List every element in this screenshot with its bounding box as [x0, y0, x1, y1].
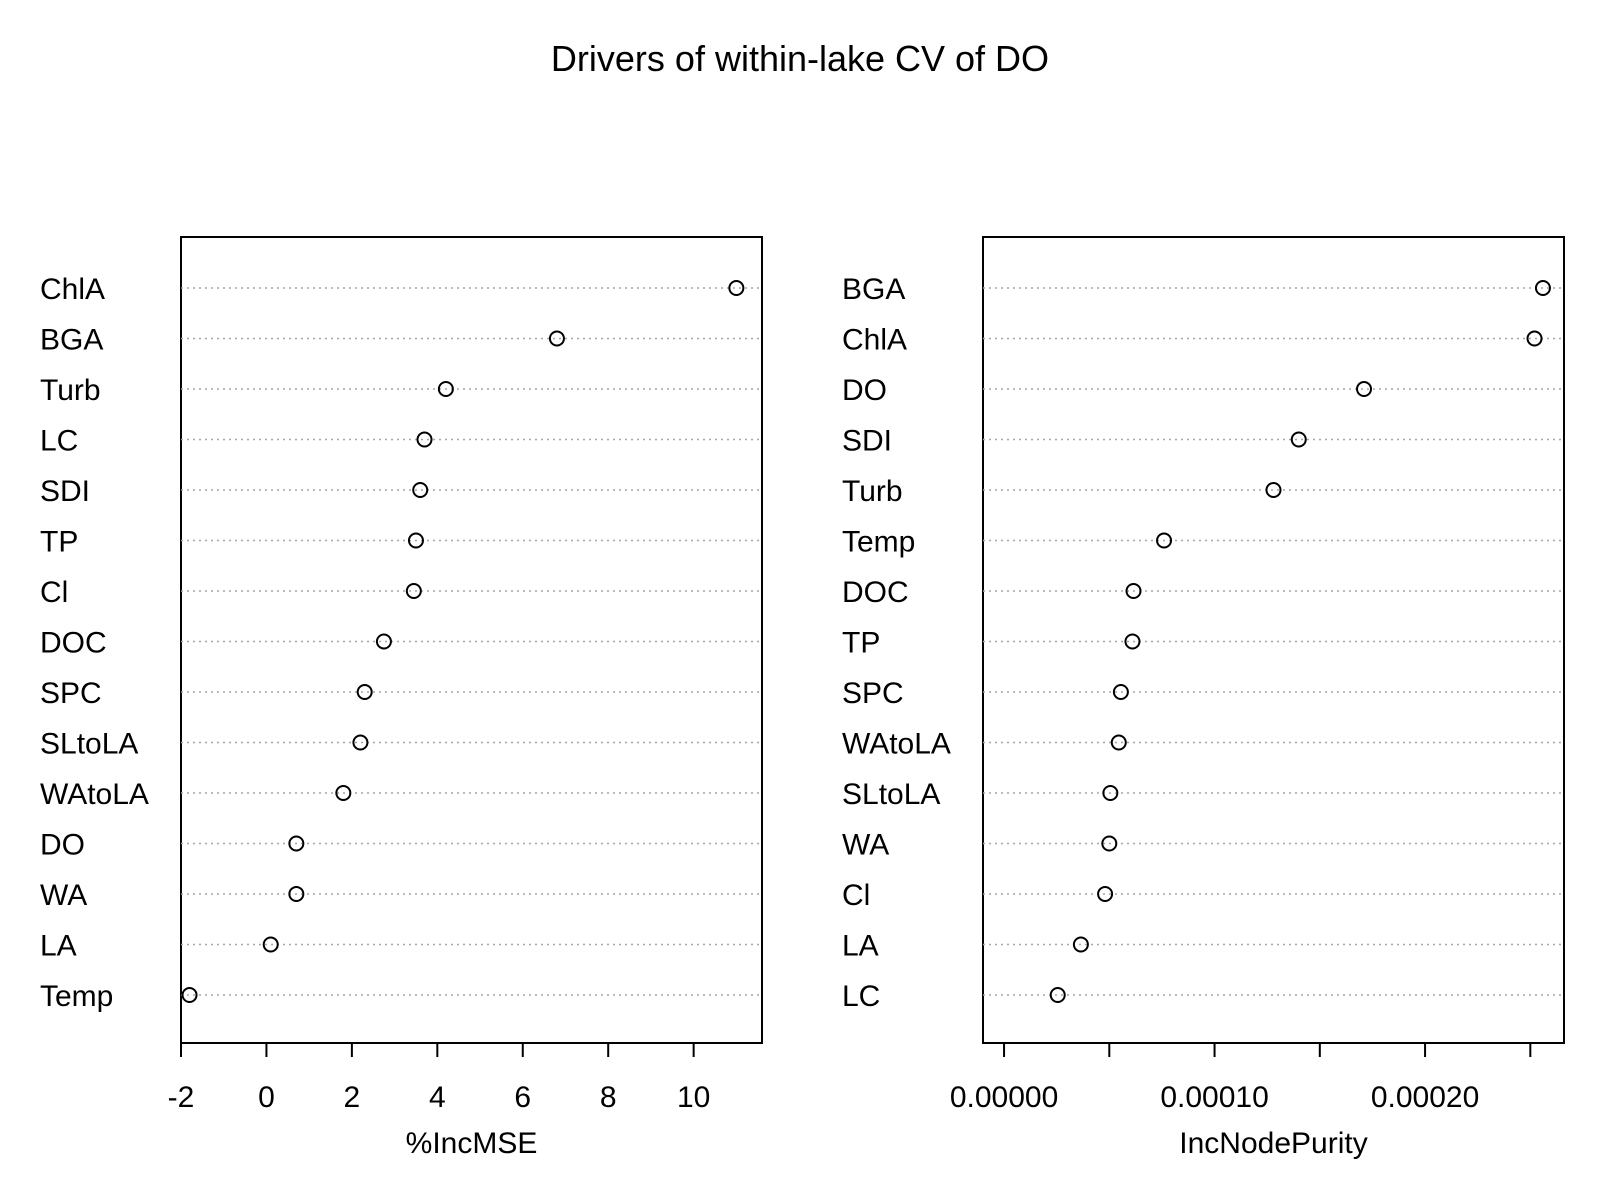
category-label: Turb	[40, 374, 101, 407]
category-label: Temp	[40, 980, 113, 1013]
category-label: LC	[40, 425, 78, 458]
data-point	[1290, 431, 1307, 448]
category-label: DOC	[842, 576, 909, 609]
category-label: SLtoLA	[40, 728, 138, 761]
tick-label: 0.00010	[1160, 1081, 1268, 1114]
data-point	[288, 886, 305, 902]
tick-label: 4	[429, 1081, 446, 1114]
data-point	[1356, 381, 1373, 397]
category-label: ChlA	[40, 273, 105, 306]
x-axis-title: IncNodePurity	[1179, 1127, 1367, 1160]
category-label: Cl	[40, 576, 68, 609]
category-label: SLtoLA	[842, 778, 940, 811]
data-point	[1101, 835, 1118, 852]
panel-incmse: ChlA BGA Turb LC SDI TP Cl DOC SPC SLtoLA WAtoLA DO…	[40, 236, 763, 1160]
category-label: DO	[40, 829, 85, 862]
data-point	[437, 381, 454, 397]
data-point	[548, 330, 565, 347]
category-label: WAtoLA	[40, 778, 149, 811]
category-label: WA	[842, 829, 889, 862]
category-label: TP	[40, 526, 78, 559]
category-label: SDI	[40, 475, 90, 508]
chart-title: Drivers of within-lake CV of DO	[551, 38, 1049, 79]
data-point	[1097, 886, 1114, 902]
category-label: TP	[842, 627, 880, 660]
data-point	[412, 482, 429, 498]
data-point	[181, 987, 198, 1003]
panel-incnodepurity: BGA ChlA DO SDI Turb Temp DOC TP SPC WAtoLA SLtoLA…	[842, 236, 1565, 1160]
data-point	[407, 532, 424, 549]
category-label: SPC	[842, 677, 904, 710]
tick-label: 0.00000	[950, 1081, 1058, 1114]
tick-label: -2	[168, 1081, 195, 1114]
tick-label: 0.00020	[1371, 1081, 1479, 1114]
data-point	[416, 431, 433, 448]
tick-label: 8	[600, 1081, 617, 1114]
data-point	[335, 785, 352, 801]
data-point	[1102, 785, 1119, 801]
category-label: WAtoLA	[842, 728, 951, 761]
category-label: BGA	[40, 324, 103, 357]
category-label: SPC	[40, 677, 102, 710]
data-point	[1072, 936, 1089, 953]
tick-label: 6	[514, 1081, 531, 1114]
data-point	[1534, 280, 1551, 296]
data-point	[1156, 532, 1173, 549]
category-label: ChlA	[842, 324, 907, 357]
data-point	[1112, 684, 1129, 700]
data-point	[1265, 482, 1282, 498]
data-point	[375, 633, 392, 650]
plot-frame	[180, 236, 763, 1044]
category-label: WA	[40, 879, 87, 912]
tick-label: 10	[677, 1081, 710, 1114]
category-label: DOC	[40, 627, 107, 660]
data-point	[1526, 330, 1543, 347]
category-label: DO	[842, 374, 887, 407]
data-point	[356, 684, 373, 700]
data-point	[262, 936, 279, 953]
tick-label: 2	[344, 1081, 361, 1114]
category-label: LA	[40, 930, 77, 963]
category-label: Temp	[842, 526, 915, 559]
category-label: Turb	[842, 475, 903, 508]
data-point	[288, 835, 305, 852]
plot-frame	[982, 236, 1565, 1044]
data-point	[1049, 987, 1066, 1003]
data-point	[1125, 583, 1142, 599]
data-point	[405, 583, 422, 599]
category-label: LA	[842, 930, 879, 963]
category-label: SDI	[842, 425, 892, 458]
data-point	[728, 280, 745, 296]
category-label: Cl	[842, 879, 870, 912]
data-point	[1124, 633, 1141, 650]
category-label: LC	[842, 980, 880, 1013]
category-label: BGA	[842, 273, 905, 306]
x-axis-title: %IncMSE	[406, 1127, 538, 1160]
tick-label: 0	[258, 1081, 275, 1114]
data-point	[352, 734, 369, 751]
data-point	[1110, 734, 1127, 751]
